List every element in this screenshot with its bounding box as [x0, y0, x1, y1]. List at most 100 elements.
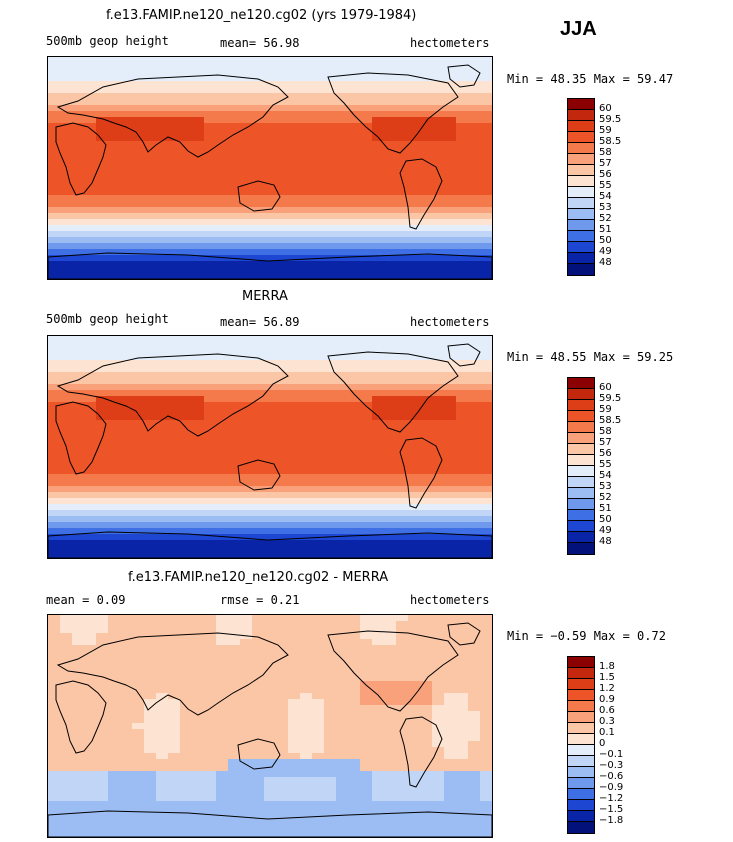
field-cell	[372, 111, 385, 118]
field-cell	[108, 93, 121, 100]
field-cell	[372, 213, 385, 220]
field-cell	[336, 627, 349, 634]
field-cell	[240, 693, 253, 700]
field-cell	[276, 687, 289, 694]
field-cell	[300, 57, 313, 64]
field-cell	[168, 825, 181, 832]
colorbar-tick-label: 1.2	[599, 683, 615, 694]
field-cell	[384, 432, 397, 439]
field-cell	[180, 504, 193, 511]
field-cell	[468, 384, 481, 391]
field-cell	[444, 117, 457, 124]
field-cell	[228, 63, 241, 70]
field-cell	[456, 225, 469, 232]
field-cell	[132, 462, 145, 469]
field-cell	[444, 753, 457, 760]
field-cell	[300, 438, 313, 445]
field-cell	[240, 243, 253, 250]
field-cell	[252, 699, 265, 706]
field-cell	[480, 645, 492, 652]
field-cell	[264, 813, 277, 820]
field-cell	[72, 402, 85, 409]
field-cell	[228, 237, 241, 244]
field-cell	[360, 267, 373, 274]
field-cell	[180, 522, 193, 529]
field-cell	[468, 552, 481, 558]
panel-title: f.e13.FAMIP.ne120_ne120.cg02 - MERRA	[128, 570, 389, 585]
field-cell	[60, 408, 73, 415]
field-cell	[360, 207, 373, 214]
field-cell	[420, 522, 433, 529]
field-cell	[108, 402, 121, 409]
field-cell	[420, 99, 433, 106]
field-cell	[228, 225, 241, 232]
field-cell	[264, 117, 277, 124]
field-cell	[144, 159, 157, 166]
field-cell	[156, 207, 169, 214]
field-cell	[72, 759, 85, 766]
field-cell	[84, 342, 97, 349]
field-cell	[132, 627, 145, 634]
field-cell	[312, 699, 325, 706]
field-cell	[360, 141, 373, 148]
field-cell	[132, 273, 145, 279]
field-cell	[288, 267, 301, 274]
field-cell	[252, 75, 265, 82]
field-cell	[312, 189, 325, 196]
field-cell	[408, 432, 421, 439]
field-cell	[216, 657, 229, 664]
field-cell	[420, 627, 433, 634]
field-cell	[300, 534, 313, 541]
field-cell	[468, 777, 481, 784]
field-cell	[276, 759, 289, 766]
field-cell	[468, 414, 481, 421]
coastline	[399, 437, 443, 509]
field-cell	[84, 723, 97, 730]
field-cell	[288, 729, 301, 736]
field-cell	[204, 237, 217, 244]
field-cell	[96, 159, 109, 166]
field-cell	[300, 657, 313, 664]
field-cell	[444, 741, 457, 748]
colorbar-tick-label: 59	[599, 404, 612, 415]
field-cell	[48, 111, 61, 118]
field-cell	[72, 639, 85, 646]
field-cell	[264, 540, 277, 547]
colorbar-tick-label: 51	[599, 503, 612, 514]
field-cell	[180, 123, 193, 130]
field-cell	[48, 408, 61, 415]
field-cell	[180, 201, 193, 208]
field-cell	[288, 69, 301, 76]
field-cell	[96, 414, 109, 421]
colorbar-swatch	[568, 121, 594, 132]
field-cell	[96, 534, 109, 541]
field-cell	[216, 633, 229, 640]
field-cell	[96, 342, 109, 349]
field-cell	[120, 414, 133, 421]
field-cell	[408, 360, 421, 367]
field-cell	[264, 87, 277, 94]
field-cell	[144, 510, 157, 517]
field-cell	[60, 75, 73, 82]
field-cell	[72, 342, 85, 349]
field-cell	[324, 426, 337, 433]
field-cell	[252, 414, 265, 421]
field-cell	[228, 729, 241, 736]
field-cell	[288, 231, 301, 238]
field-cell	[264, 681, 277, 688]
field-cell	[276, 825, 289, 832]
field-cell	[396, 237, 409, 244]
field-cell	[480, 438, 492, 445]
field-cells	[48, 615, 492, 837]
field-cell	[408, 765, 421, 772]
field-cell	[168, 522, 181, 529]
field-cell	[444, 267, 457, 274]
field-cell	[396, 135, 409, 142]
field-cell	[276, 207, 289, 214]
field-cell	[444, 141, 457, 148]
field-cell	[84, 183, 97, 190]
field-cell	[48, 735, 61, 742]
field-cell	[84, 468, 97, 475]
field-cell	[240, 63, 253, 70]
field-cell	[228, 183, 241, 190]
